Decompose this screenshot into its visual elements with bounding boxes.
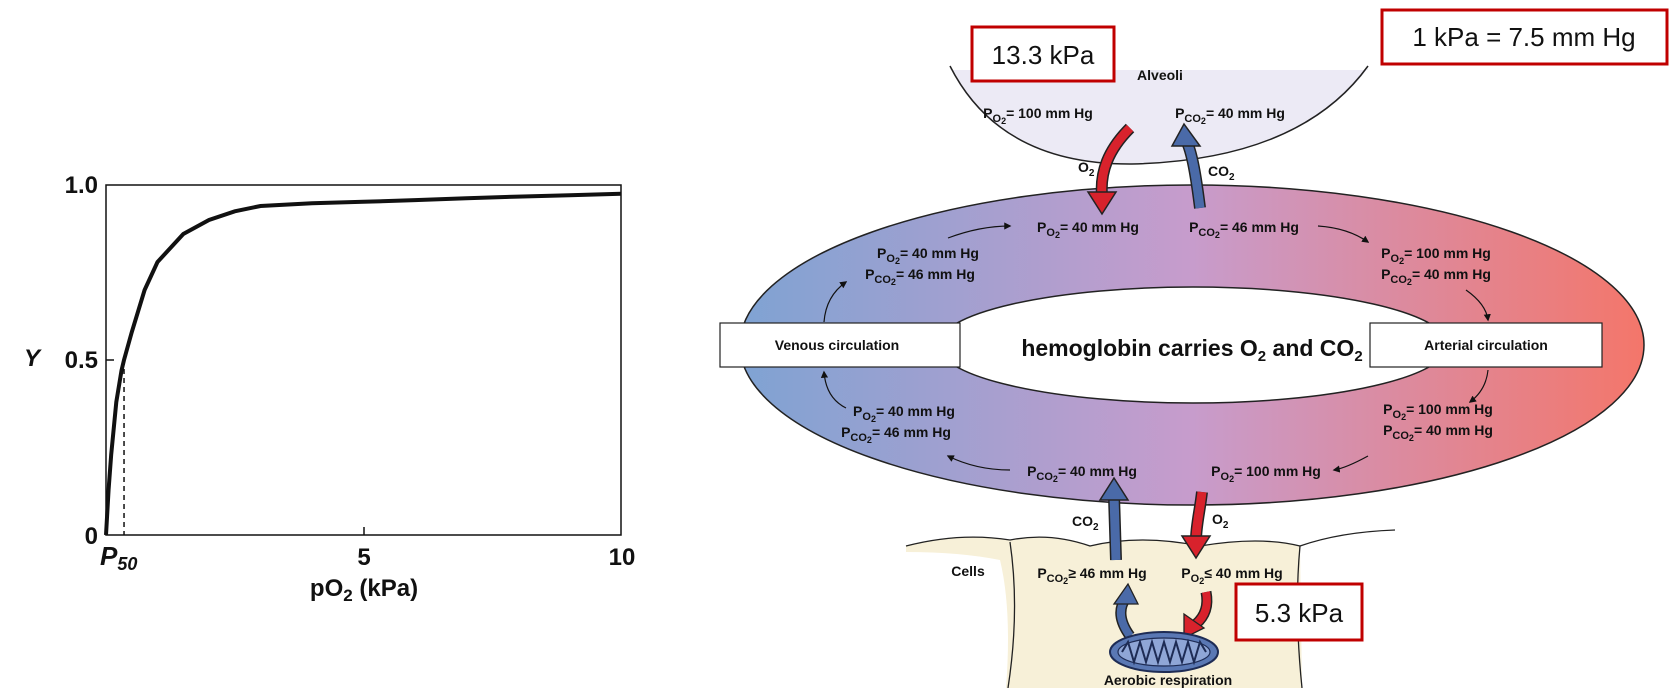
venous-label: Venous circulation: [775, 337, 899, 353]
co2-label-top: CO2: [1208, 163, 1235, 183]
ring-bottom-po2: PO2= 100 mm Hg: [1211, 463, 1321, 484]
callout-alveolar: 13.3 kPa: [992, 40, 1095, 70]
flow-arrow-top-right: [1317, 225, 1370, 243]
co2-arrow-alveoli-head: [1170, 122, 1202, 147]
flow-arrow-bottom-left: [946, 455, 1011, 471]
x-tick-label-5: 5: [357, 544, 370, 571]
y-tick-label-0: 0: [85, 523, 98, 550]
arterial-upper-pco2: PCO2= 40 mm Hg: [1381, 266, 1491, 287]
venous-upper-po2: PO2= 40 mm Hg: [877, 245, 979, 266]
flow-arrow-bottom-right: [1332, 455, 1369, 473]
x-axis-label: pO2 (kPa): [310, 575, 418, 605]
center-caption: hemoglobin carries O2 and CO2: [1021, 335, 1362, 365]
venous-lower-pco2: PCO2= 46 mm Hg: [841, 424, 951, 445]
x-tick-label-10: 10: [609, 544, 636, 571]
o2-label-bottom: O2: [1212, 511, 1229, 531]
alveoli-po2: PO2= 100 mm Hg: [983, 105, 1093, 126]
arterial-lower-pco2: PCO2= 40 mm Hg: [1383, 422, 1493, 443]
arterial-lower-po2: PO2= 100 mm Hg: [1383, 401, 1493, 422]
alveoli-label: Alveoli: [1137, 67, 1183, 83]
arterial-label: Arterial circulation: [1424, 337, 1548, 353]
alveoli-outline: [949, 65, 1369, 165]
o2-label-top: O2: [1078, 159, 1095, 179]
venous-label-box: [719, 322, 961, 368]
p50-label: P50: [100, 541, 137, 574]
alveoli-pco2: PCO2= 40 mm Hg: [1175, 105, 1285, 126]
co2-arrow-cells-fill: [1109, 495, 1121, 561]
co2-arrow-cells-head: [1098, 476, 1130, 501]
co2-arrow-respiration-head: [1112, 582, 1140, 605]
cells-label: Cells: [951, 563, 985, 579]
plot-frame: [105, 184, 622, 536]
oxygen-binding-chart: 1.0 0.5 0 Y P50 5 10 pO2 (kPa): [24, 172, 635, 605]
callout-conversion-box: [1380, 8, 1669, 66]
flow-arrow-arterial-lower: [1468, 369, 1489, 403]
callout-tissue-box: [1234, 582, 1364, 642]
o2-arrow-alveoli-head: [1086, 191, 1118, 216]
ring-top-pco2: PCO2= 46 mm Hg: [1189, 219, 1299, 240]
flow-arrow-venous-down: [820, 370, 847, 409]
co2-label-bottom: CO2: [1072, 513, 1099, 533]
cells-membrane: [905, 529, 1396, 547]
o2-arrow-cells-head: [1180, 535, 1212, 560]
cells-pco2: PCO2≥ 46 mm Hg: [1037, 565, 1146, 586]
mitochondrion-cristae: [1121, 638, 1207, 666]
venous-lower-po2: PO2= 40 mm Hg: [853, 403, 955, 424]
callout-tissue: 5.3 kPa: [1255, 598, 1344, 628]
flow-arrow-top-left: [947, 222, 1012, 239]
venous-upper-pco2: PCO2= 46 mm Hg: [865, 266, 975, 287]
flow-arrow-venous-up: [823, 281, 848, 323]
respiration-label: Aerobic respiration: [1104, 672, 1232, 688]
o2-arrow-respiration-head: [1183, 612, 1206, 640]
cells-wall-left: [1007, 541, 1016, 688]
y-tick-label-05: 0.5: [65, 347, 98, 374]
o2-arrow-respiration-fill: [1193, 591, 1211, 628]
callout-conversion: 1 kPa = 7.5 mm Hg: [1412, 22, 1635, 52]
arterial-upper-po2: PO2= 100 mm Hg: [1381, 245, 1491, 266]
flow-arrow-arterial-down: [1465, 289, 1491, 322]
arterial-label-box: [1369, 322, 1603, 368]
ring-bottom-pco2: PCO2= 40 mm Hg: [1027, 463, 1137, 484]
y-axis-label: Y: [24, 345, 42, 372]
o2-arrow-alveoli-fill: [1097, 124, 1134, 197]
cells-po2: PO2≤ 40 mm Hg: [1181, 565, 1282, 586]
callout-alveolar-box: [970, 25, 1116, 83]
saturation-curve: [104, 191, 622, 536]
ring-top-po2: PO2= 40 mm Hg: [1037, 219, 1139, 240]
y-tick-label-1: 1.0: [65, 172, 98, 199]
gas-exchange-diagram: Alveoli PO2= 100 mm Hg PCO2= 40 mm Hg O2…: [719, 8, 1669, 688]
alveoli-shape: [950, 68, 1368, 165]
